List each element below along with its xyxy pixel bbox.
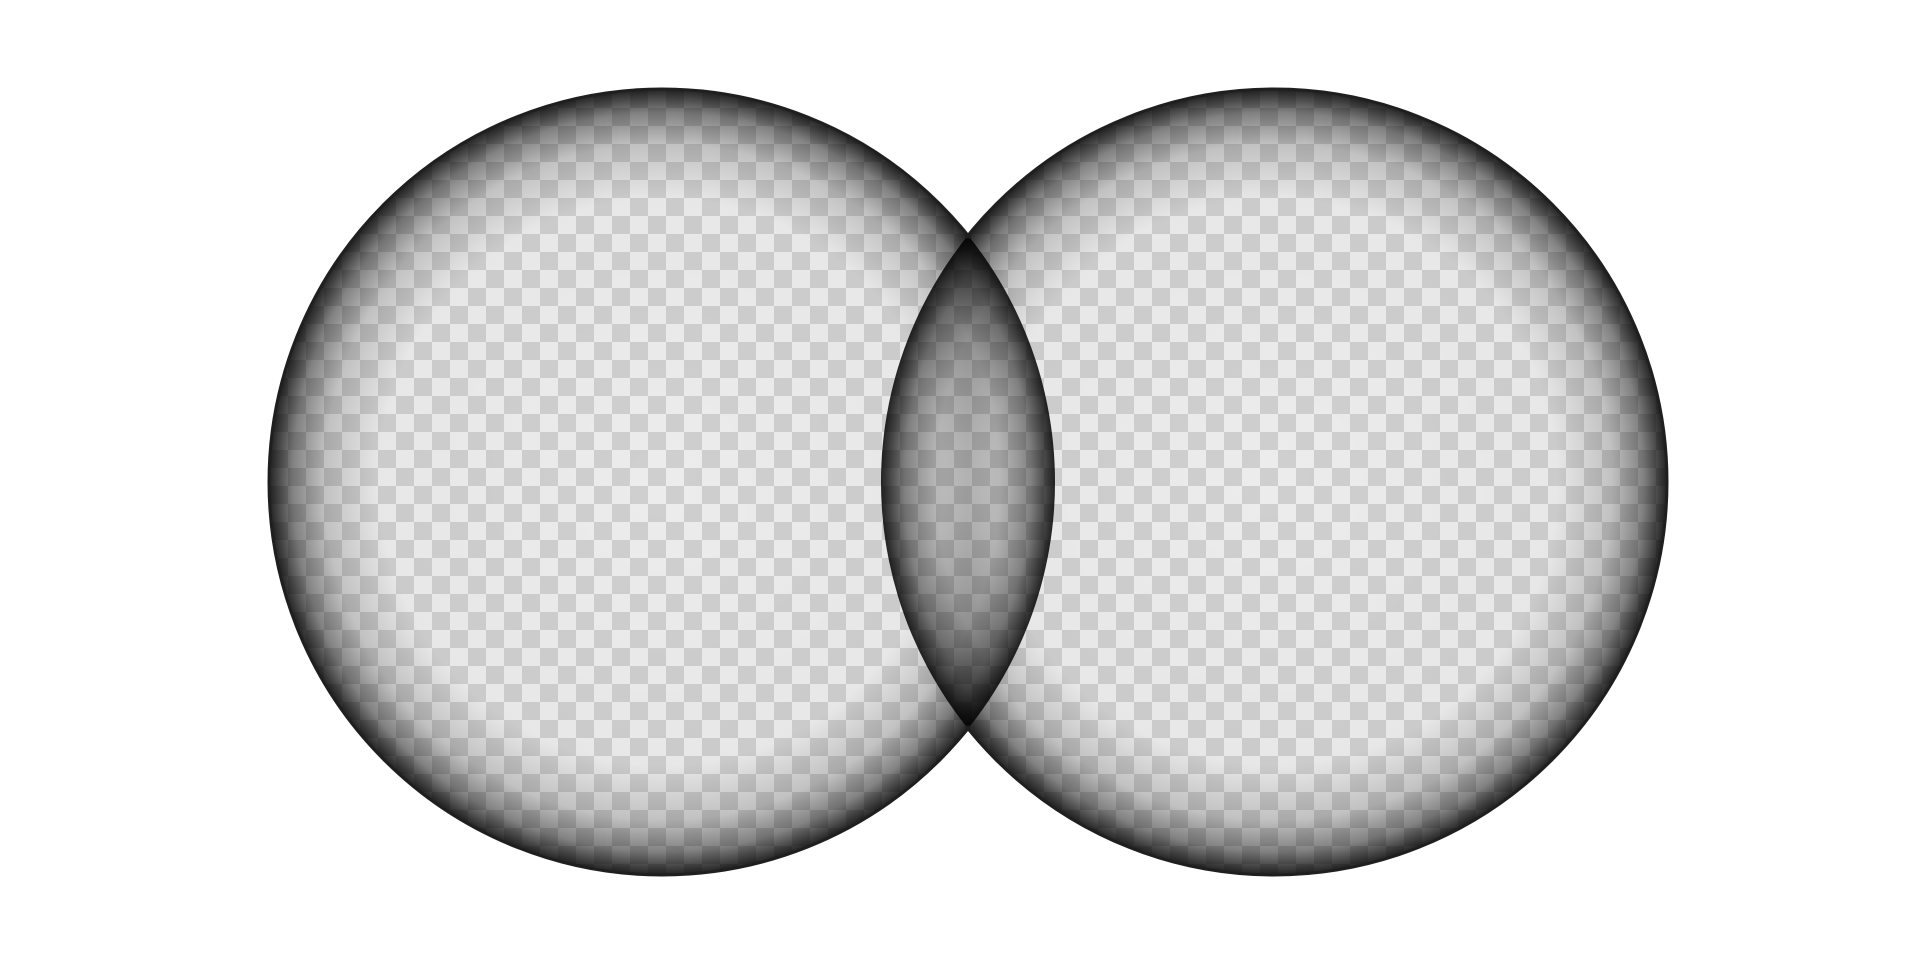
lens-seam-shadow [918,200,1018,760]
